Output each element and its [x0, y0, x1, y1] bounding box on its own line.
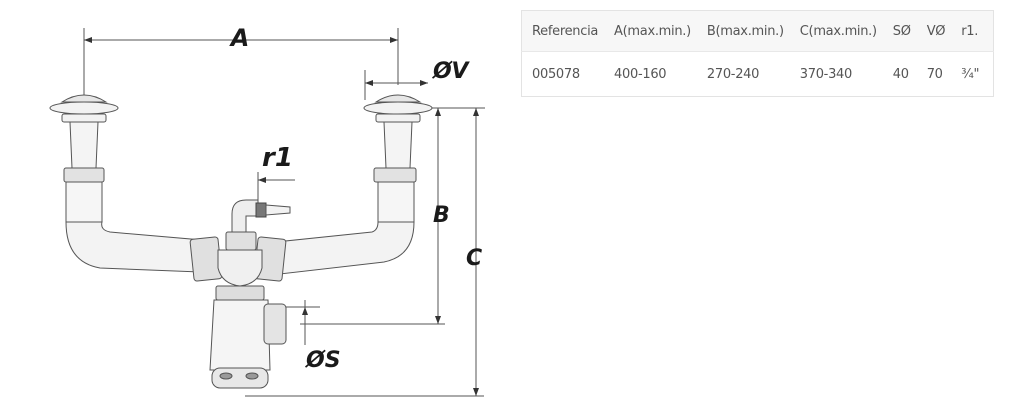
dim-label-v: ØV — [431, 59, 470, 84]
table-header-row: Referencia A(max.min.) B(max.min.) C(max… — [521, 10, 994, 52]
dim-label-a: A — [229, 24, 250, 52]
siphon-diagram: A ØV B C ØS r1 — [49, 24, 485, 397]
header-c: C(max.min.) — [791, 10, 885, 52]
header-b: B(max.min.) — [698, 10, 792, 52]
cell-v: 70 — [918, 51, 954, 97]
header-referencia: Referencia — [521, 10, 607, 52]
spec-table: Referencia A(max.min.) B(max.min.) C(max… — [521, 10, 995, 97]
table-row: 005078 400-160 270-240 370-340 40 70 ¾" — [521, 51, 994, 97]
header-v: VØ — [918, 10, 954, 52]
dim-label-r1: r1 — [262, 143, 293, 173]
cell-c: 370-340 — [791, 51, 885, 97]
cell-referencia: 005078 — [521, 51, 607, 97]
cell-r1: ¾" — [953, 51, 994, 97]
dim-label-s: ØS — [304, 348, 341, 373]
cell-b: 270-240 — [698, 51, 792, 97]
cell-s: 40 — [884, 51, 919, 97]
header-a: A(max.min.) — [606, 10, 699, 52]
header-r1: r1. — [953, 10, 994, 52]
header-s: SØ — [884, 10, 919, 52]
dim-label-c: C — [466, 246, 482, 271]
cell-a: 400-160 — [606, 51, 699, 97]
dim-label-b: B — [433, 203, 450, 228]
